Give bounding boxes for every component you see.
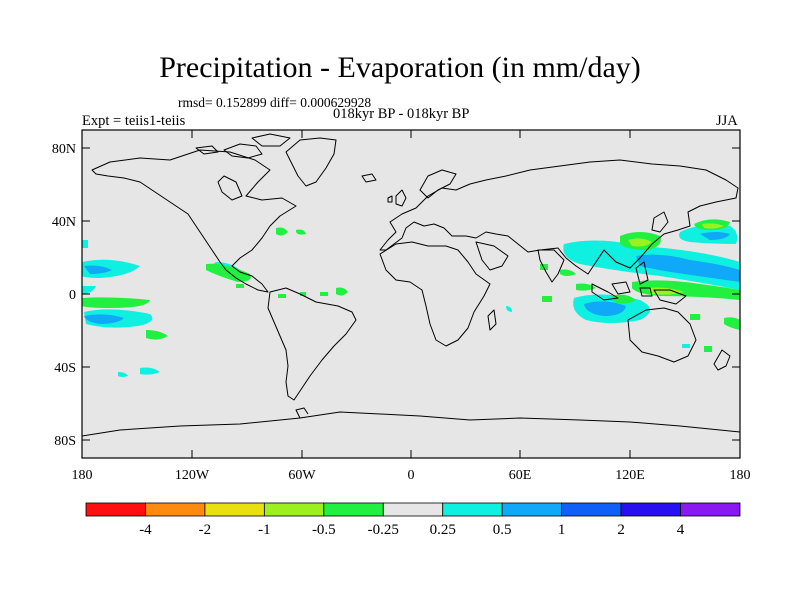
lon-label-120e: 120E <box>615 468 645 483</box>
lon-label-180e: 180 <box>730 468 751 483</box>
colorbar-label-2: -1 <box>258 522 271 538</box>
lat-label-40n: 40N <box>52 215 76 230</box>
season-label: JJA <box>716 113 738 129</box>
colorbar-swatch-3 <box>263 502 325 517</box>
colorbar-swatch-9 <box>620 502 681 517</box>
colorbar-swatch-1 <box>145 502 206 517</box>
colorbar-label-0: -4 <box>139 522 152 538</box>
map-background <box>82 130 740 458</box>
stats-line: rmsd= 0.152899 diff= 0.000629928 <box>178 95 372 110</box>
lon-label-60e: 60E <box>509 468 532 483</box>
colorbar: -4 -2 -1 -0.5 -0.25 0.25 0.5 1 2 4 <box>85 502 741 538</box>
colorbar-swatch-8 <box>561 502 622 517</box>
colorbar-swatch-4 <box>323 502 384 517</box>
colorbar-label-4: -0.25 <box>368 522 399 538</box>
lat-label-80s: 80S <box>54 434 76 449</box>
colorbar-label-9: 4 <box>677 522 685 538</box>
colorbar-swatch-6 <box>442 502 503 517</box>
experiment-label: Expt = teiis1-teiis <box>82 113 186 129</box>
lon-label-120w: 120W <box>175 468 210 483</box>
period-subtitle: 018kyr BP - 018kyr BP <box>333 106 470 122</box>
axis-ticks <box>81 130 741 458</box>
colorbar-label-8: 2 <box>617 522 625 538</box>
lat-label-80n: 80N <box>52 142 76 157</box>
colorbar-swatch-7 <box>501 502 563 517</box>
lon-label-180w: 180 <box>72 468 93 483</box>
colorbar-label-6: 0.5 <box>493 522 512 538</box>
map-title: Precipitation - Evaporation (in mm/day) <box>159 51 641 84</box>
precip-shading <box>82 219 740 377</box>
colorbar-swatch-5 <box>382 502 444 517</box>
colorbar-label-3: -0.5 <box>312 522 336 538</box>
colorbar-swatch-0 <box>85 502 146 517</box>
colorbar-swatch-10 <box>680 502 741 517</box>
colorbar-label-5: 0.25 <box>430 522 456 538</box>
colorbar-label-1: -2 <box>199 522 212 538</box>
lat-label-40s: 40S <box>54 361 76 376</box>
lon-label-60w: 60W <box>288 468 316 483</box>
coastlines <box>82 133 740 437</box>
lat-label-0: 0 <box>69 288 76 303</box>
lon-label-0: 0 <box>408 468 415 483</box>
colorbar-label-7: 1 <box>558 522 566 538</box>
colorbar-swatch-2 <box>204 502 265 517</box>
